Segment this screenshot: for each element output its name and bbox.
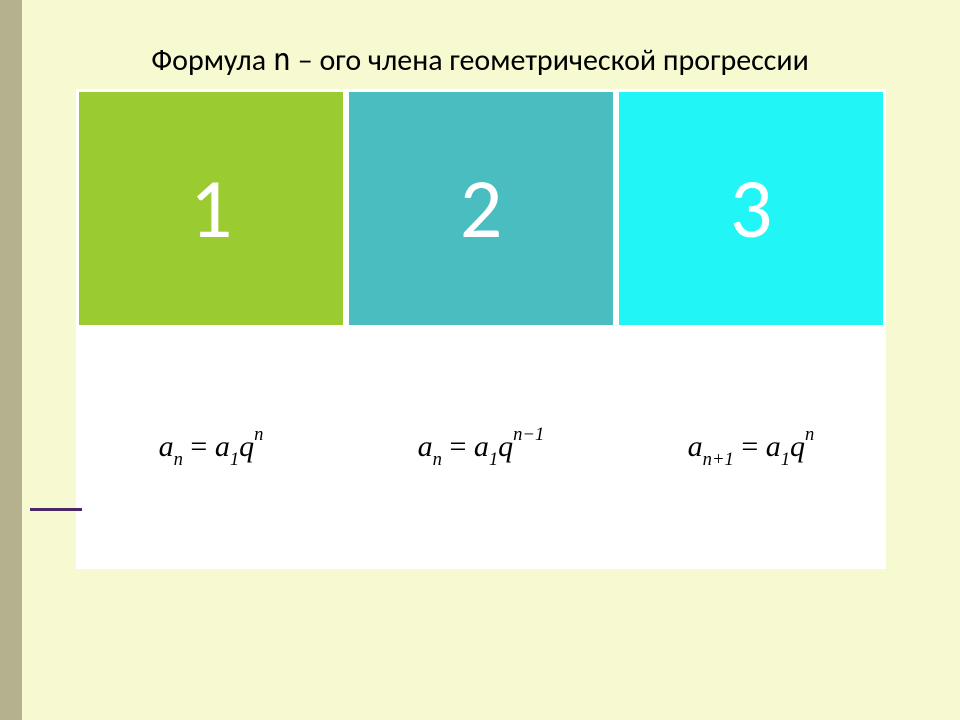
option-2-header[interactable]: 2 bbox=[346, 89, 616, 328]
page-title: Формула n – ого члена геометрической про… bbox=[0, 42, 960, 79]
option-3-formula-cell: an+1 = a1qn bbox=[616, 328, 886, 569]
left-accent-bar bbox=[0, 0, 22, 720]
underline-accent bbox=[30, 508, 82, 511]
option-2-formula-cell: an = a1qn−1 bbox=[346, 328, 616, 569]
option-1-formula-cell: an = a1qn bbox=[76, 328, 346, 569]
title-suffix: – ого члена геометрической прогрессии bbox=[291, 42, 809, 79]
option-3-formula: an+1 = a1qn bbox=[688, 429, 815, 469]
title-prefix: Формула bbox=[151, 42, 273, 79]
options-table: 1 2 3 an = a1qn an = a1qn−1 bbox=[76, 89, 886, 569]
table-header-row: 1 2 3 bbox=[76, 89, 886, 328]
option-2-number: 2 bbox=[460, 157, 503, 260]
table-body-row: an = a1qn an = a1qn−1 an+1 = a1qn bbox=[76, 328, 886, 569]
option-1-number: 1 bbox=[190, 157, 233, 260]
option-2-formula: an = a1qn−1 bbox=[418, 429, 545, 469]
option-3-number: 3 bbox=[730, 157, 773, 260]
option-1-formula: an = a1qn bbox=[159, 429, 264, 469]
option-3-header[interactable]: 3 bbox=[616, 89, 886, 328]
slide: Формула n – ого члена геометрической про… bbox=[0, 0, 960, 720]
title-variable: n bbox=[273, 43, 291, 78]
option-1-header[interactable]: 1 bbox=[76, 89, 346, 328]
